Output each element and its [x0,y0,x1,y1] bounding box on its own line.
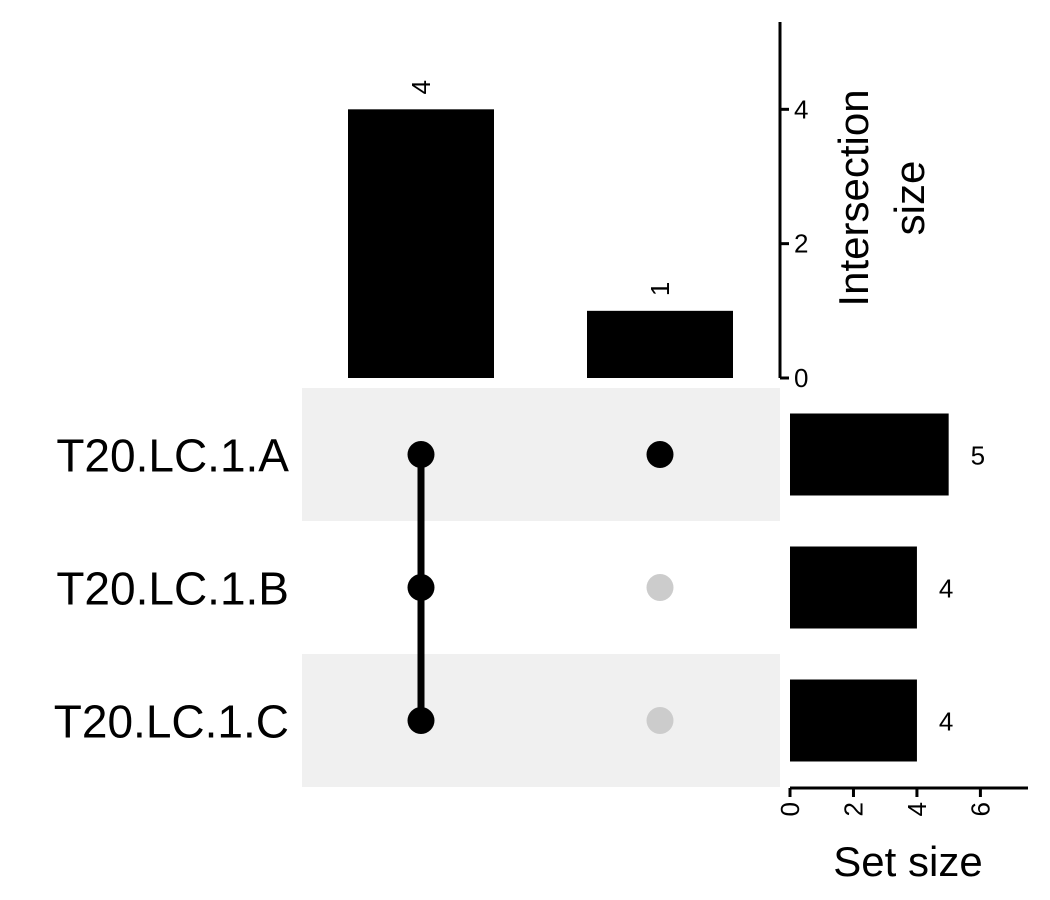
intersection-axis-title-line2: size [886,161,933,236]
set-label: T20.LC.1.C [54,696,289,748]
set-size-bar [790,546,917,629]
intersection-bar-label: 4 [406,80,436,94]
set-size-axis: Set size 0 2 4 6 [775,786,1028,885]
intersection-axis-tick-label: 0 [794,363,808,393]
intersection-size-axis: Intersection size 0 2 4 [778,22,933,393]
intersection-axis-title-line1: Intersection [830,89,877,306]
matrix-stripe-row [302,654,780,787]
set-labels: T20.LC.1.A T20.LC.1.B T20.LC.1.C [54,430,290,748]
intersection-bar-label: 1 [645,282,675,296]
matrix-stripe-row [302,388,780,521]
set-size-bar-label: 4 [939,574,953,604]
intersection-bar [587,310,733,378]
intersection-bar [348,109,494,379]
matrix-dot-active [646,441,674,468]
set-label: T20.LC.1.A [56,430,289,482]
intersection-axis-tick-label: 4 [794,94,808,124]
set-size-bar [790,679,917,762]
matrix-dot-active [407,707,435,734]
set-size-axis-tick-label: 2 [838,802,868,816]
set-size-bars: 5 4 4 [790,413,985,762]
matrix-stripes [302,388,780,787]
set-label: T20.LC.1.B [56,563,289,615]
intersection-matrix [407,441,674,734]
set-size-axis-tick-label: 0 [775,802,805,816]
set-size-bar-label: 4 [939,707,953,737]
matrix-dot-active [407,574,435,601]
matrix-dot-active [407,441,435,468]
set-size-bar-label: 5 [971,441,985,471]
intersection-bars: 41 [348,80,733,379]
set-size-bar [790,413,949,496]
matrix-dot-inactive [646,707,674,734]
intersection-axis-tick-label: 2 [794,229,808,259]
set-size-axis-tick-label: 4 [902,802,932,816]
matrix-dot-inactive [646,574,674,601]
set-size-axis-title: Set size [833,838,982,885]
set-size-axis-tick-label: 6 [965,802,995,816]
